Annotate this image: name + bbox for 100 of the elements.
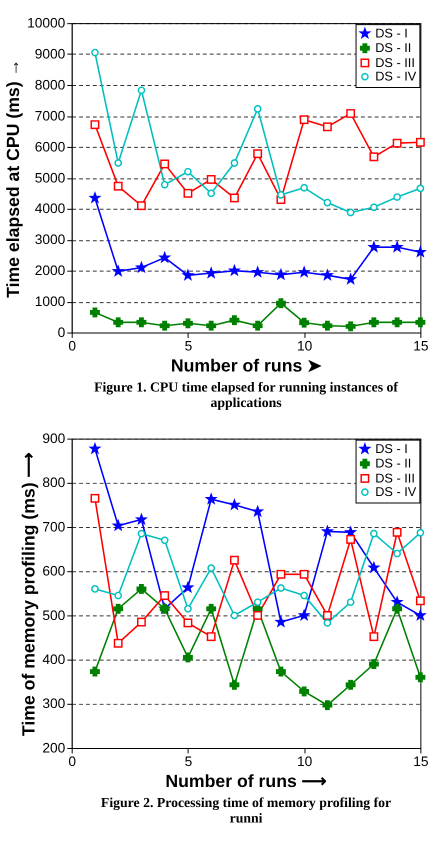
point	[392, 604, 402, 614]
point	[298, 266, 310, 277]
point	[136, 618, 146, 626]
y-tick-label: 500	[42, 608, 66, 623]
point	[229, 680, 240, 690]
point	[184, 604, 192, 613]
y-axis-title: Time elapsed at CPU (ms) →	[3, 58, 24, 298]
point	[300, 592, 308, 600]
y-tick-label: 9000	[34, 46, 66, 62]
point	[415, 672, 426, 682]
point	[346, 680, 356, 690]
point	[230, 194, 239, 202]
point	[253, 149, 262, 158]
point	[277, 584, 285, 592]
point	[254, 105, 262, 113]
point	[299, 318, 310, 328]
point	[207, 564, 216, 572]
point	[90, 307, 100, 318]
legend-label: DS - II	[375, 456, 412, 471]
x-tick-label: 10	[296, 754, 313, 770]
caption: Figure 2. Processing time of memory profiling for runni	[100, 794, 392, 826]
point	[90, 192, 100, 202]
point	[90, 120, 100, 130]
point	[136, 584, 146, 594]
point	[276, 616, 286, 627]
y-tick-label: 10000	[27, 16, 66, 31]
x-tick-label: 5	[184, 754, 193, 770]
point	[206, 604, 216, 614]
y-tick-label: 0	[58, 324, 66, 340]
point	[230, 556, 239, 565]
point	[392, 138, 402, 148]
point	[114, 592, 122, 600]
point	[230, 612, 238, 620]
point	[160, 320, 170, 331]
y-tick-label: 2000	[34, 263, 66, 278]
point	[253, 610, 262, 620]
legend-label: DS - III	[375, 54, 415, 70]
point	[252, 320, 263, 331]
point	[138, 86, 146, 94]
point	[392, 317, 402, 328]
point	[276, 269, 286, 280]
point	[368, 242, 380, 252]
point	[415, 610, 426, 620]
point	[182, 652, 193, 662]
point	[322, 700, 332, 710]
point	[324, 198, 332, 206]
y-tick-label: 600	[42, 564, 66, 579]
point	[369, 152, 378, 162]
point	[114, 638, 123, 648]
point	[252, 266, 263, 277]
y-tick-label: 1000	[34, 294, 66, 310]
x-tick-label: 0	[68, 338, 76, 354]
x-axis-title: Number of runs ➤	[170, 355, 324, 376]
point	[91, 585, 99, 593]
point	[277, 191, 285, 199]
point	[90, 666, 100, 676]
point	[184, 168, 192, 176]
point	[160, 252, 170, 262]
point	[322, 610, 332, 620]
y-tick-label: 7000	[34, 108, 66, 124]
point	[252, 506, 263, 516]
point	[91, 48, 99, 56]
y-tick-label: 5000	[34, 170, 66, 186]
point	[113, 317, 124, 328]
point	[136, 262, 147, 272]
y-tick-label: 900	[42, 431, 66, 446]
y-tick-label: 800	[42, 475, 66, 490]
point	[322, 526, 333, 536]
point	[324, 619, 332, 627]
point	[183, 618, 192, 628]
point	[416, 184, 424, 192]
point	[138, 530, 146, 538]
y-tick-label: 8000	[34, 77, 66, 92]
point	[160, 180, 169, 188]
point	[114, 159, 122, 167]
point	[369, 632, 378, 642]
point	[415, 317, 426, 328]
point	[229, 500, 240, 510]
point	[392, 242, 402, 252]
y-tick-label: 300	[42, 696, 66, 712]
point	[206, 174, 216, 184]
point	[322, 122, 332, 132]
legend-label: DS - I	[375, 440, 408, 456]
y-tick-label: 4000	[34, 201, 66, 216]
point	[392, 528, 402, 537]
point	[368, 659, 379, 669]
point	[136, 201, 146, 210]
point	[113, 520, 124, 530]
x-tick-label: 15	[413, 754, 429, 770]
point	[346, 109, 356, 118]
point	[346, 208, 354, 216]
point	[113, 604, 124, 614]
x-tick-label: 15	[413, 338, 429, 354]
point	[254, 598, 262, 606]
point	[229, 265, 240, 276]
y-tick-label: 6000	[34, 139, 66, 154]
y-tick-label: 3000	[34, 232, 66, 248]
point	[160, 591, 170, 600]
point	[206, 320, 216, 331]
point	[416, 596, 425, 606]
